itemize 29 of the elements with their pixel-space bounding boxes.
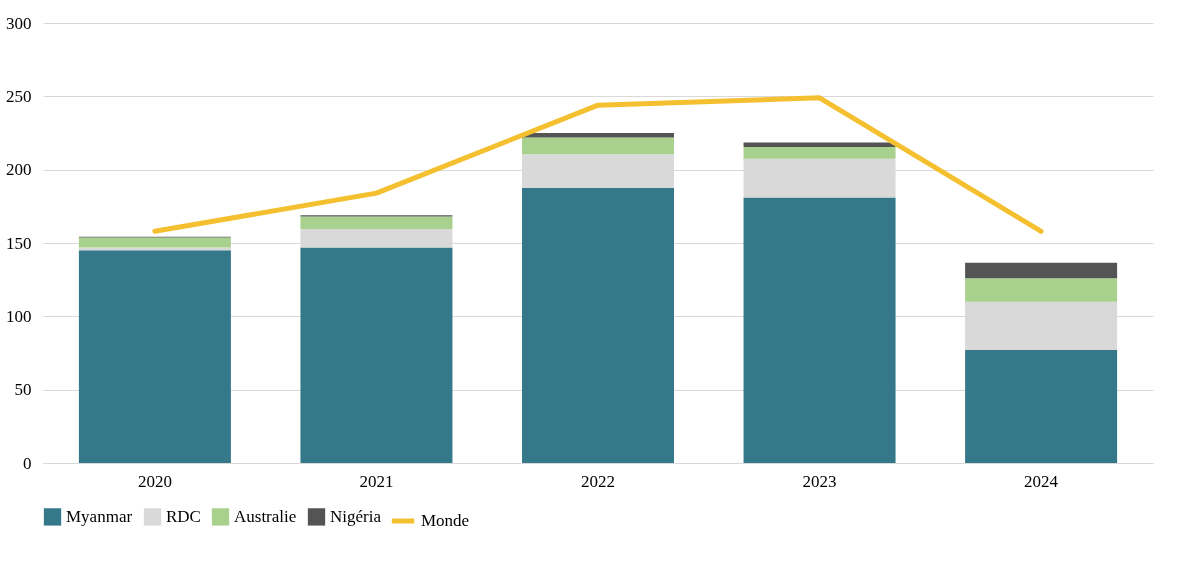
y-tick-label: 100 (6, 306, 32, 326)
bar (743, 146, 896, 159)
x-tick-label: 2022 (581, 471, 615, 491)
bar (522, 137, 674, 155)
y-tick-label: 50 (14, 380, 32, 400)
legend-label: Monde (421, 511, 470, 530)
x-tick-label: 2023 (802, 471, 837, 491)
legend-label: Australie (234, 506, 297, 526)
legend-label: Nigéria (330, 506, 382, 526)
bar (522, 188, 674, 463)
y-tick-label: 0 (23, 453, 32, 473)
x-tick-label: 2021 (359, 471, 394, 491)
bar (965, 350, 1118, 463)
bar (78, 247, 231, 251)
y-tick-label: 250 (6, 86, 32, 106)
x-tick-label: 2020 (137, 471, 172, 491)
legend-label: RDC (166, 506, 201, 526)
bar (965, 278, 1118, 302)
bar (743, 197, 896, 463)
bar (965, 262, 1118, 279)
x-tick-label: 2024 (1024, 471, 1059, 491)
y-tick-label: 150 (6, 233, 32, 253)
bar (300, 216, 453, 230)
y-tick-label: 300 (6, 13, 32, 33)
y-tick-label: 200 (6, 160, 32, 180)
bar (78, 250, 231, 463)
bar (78, 237, 231, 248)
bar (300, 247, 453, 463)
legend-label: Myanmar (66, 506, 133, 526)
